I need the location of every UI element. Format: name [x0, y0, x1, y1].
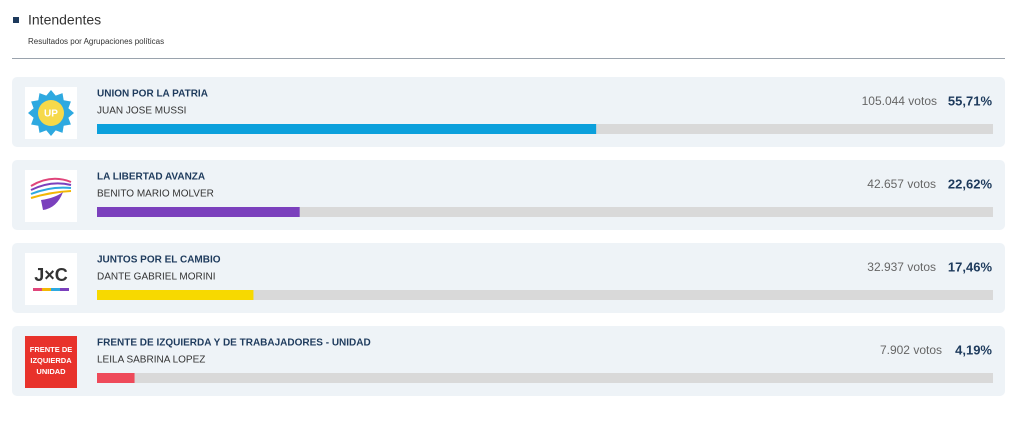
percent-label: 17,46% [948, 259, 993, 274]
logo-stripe [51, 288, 60, 291]
logo-wing [30, 177, 72, 187]
percent-label: 4,19% [955, 342, 992, 357]
bar-track [97, 207, 993, 217]
logo-text: UNIDAD [36, 367, 66, 376]
logo-stripe [42, 288, 51, 291]
logo-box [25, 253, 77, 305]
logo-center [38, 100, 64, 126]
votes-label: 42.657 votos [867, 177, 936, 191]
logo-wing [30, 190, 72, 199]
party-name: JUNTOS POR EL CAMBIO [97, 255, 221, 266]
logo-bg [25, 336, 77, 388]
bar [97, 207, 300, 217]
logo-box [25, 170, 77, 222]
title-marker [13, 17, 19, 23]
title: Intendentes [28, 12, 101, 28]
bar-track [97, 290, 993, 300]
candidate-name: JUAN JOSE MUSSI [97, 106, 186, 117]
logo-stripe [60, 288, 69, 291]
votes-label: 105.044 votos [862, 94, 937, 108]
rows: UP UNION POR LA PATRIA JUAN JOSE MUSSI 55,7… [12, 77, 1005, 396]
percent-label: 55,71% [948, 93, 993, 108]
votes-label: 7.902 votos [880, 343, 942, 357]
candidate-name: DANTE GABRIEL MORINI [97, 272, 216, 283]
bar [97, 124, 597, 134]
logo-body [41, 192, 63, 210]
percent-label: 22,62% [948, 176, 993, 191]
logo-wing [30, 186, 72, 195]
logo-text: IZQUIERDA [30, 356, 72, 365]
votes-label: 32.937 votos [867, 260, 936, 274]
logo-text: UP [44, 109, 58, 120]
bar [97, 290, 254, 300]
bar [97, 373, 135, 383]
candidate-name: LEILA SABRINA LOPEZ [97, 355, 205, 366]
party-name: UNION POR LA PATRIA [97, 89, 208, 100]
party-name: LA LIBERTAD AVANZA [97, 172, 205, 183]
party-name: FRENTE DE IZQUIERDA Y DE TRABAJADORES - … [97, 338, 371, 349]
logo-stripe [33, 288, 42, 291]
logo-text: J×C [34, 265, 68, 285]
logo-text: FRENTE DE [30, 345, 73, 354]
subtitle: Resultados por Agrupaciones políticas [28, 37, 164, 46]
logo-wing [30, 182, 72, 191]
candidate-name: BENITO MARIO MOLVER [97, 189, 214, 200]
bar-track [97, 373, 993, 383]
